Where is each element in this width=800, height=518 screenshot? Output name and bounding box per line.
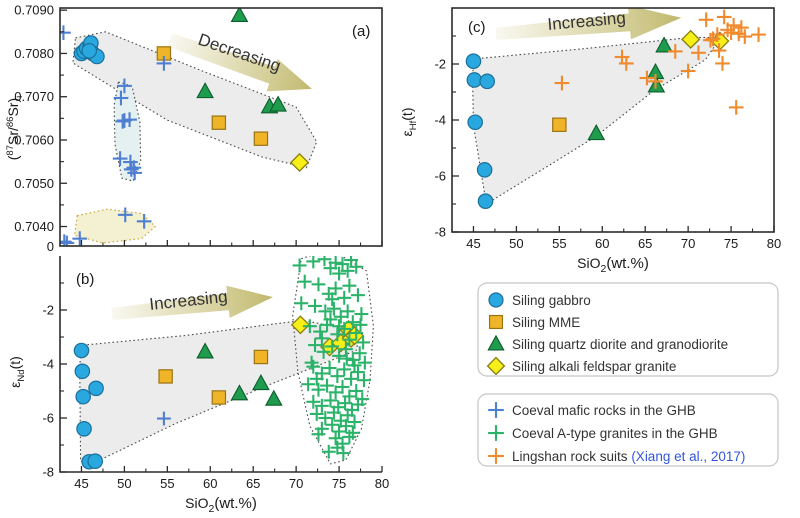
legend-item[interactable]: Siling alkali feldspar granite — [486, 356, 677, 376]
panel-c-xlabel: SiO2(wt.%) — [577, 255, 649, 275]
legend-item[interactable]: Coeval mafic rocks in the GHB — [488, 402, 696, 418]
series-siling-mme — [158, 349, 269, 405]
legend-item[interactable]: Siling quartz diorite and granodiorite — [487, 334, 728, 352]
series-siling-alkali-feldspar-granite — [681, 29, 730, 51]
series-coeval-mafic-rocks-in-the-ghb — [156, 411, 171, 426]
reference-legend-frame — [477, 393, 779, 467]
y-tick-label: 0.7090 — [14, 3, 54, 18]
svg-text:SiO2(wt.%): SiO2(wt.%) — [577, 255, 649, 275]
x-tick-label: 70 — [289, 476, 303, 491]
low-sr-field — [73, 208, 157, 244]
legend-marker-circle — [488, 292, 504, 308]
y-tick-label: -4 — [42, 357, 54, 372]
legend-marker-cross-green — [488, 425, 504, 441]
series-coeval-mafic-rocks-in-the-ghb — [60, 25, 172, 246]
axis-frame: 0.7040 0.7050 0.7060 0.7070 0.7080 0.7090 0 — [14, 3, 383, 254]
legend-marker-cross-blue — [488, 402, 504, 418]
x-tick-label: 60 — [595, 236, 609, 251]
y-tick-label: 0.7060 — [14, 132, 54, 147]
x-tick-label: 50 — [509, 236, 523, 251]
panel-a: Decreasing0.70400.70500.70600.70700.7080… — [14, 3, 383, 254]
x-tick-label: 55 — [552, 236, 566, 251]
legend-marker-cross-orange — [488, 448, 504, 464]
y-tick-label: -8 — [42, 465, 54, 480]
trend-arrow — [495, 8, 682, 40]
x-tick-label: 65 — [638, 236, 652, 251]
x-tick-label: 55 — [160, 476, 174, 491]
reference-legend: Coeval mafic rocks in the GHB Coeval A-ty… — [477, 393, 779, 467]
legend-item[interactable]: Siling gabbro — [488, 292, 591, 308]
x-tick-label: 65 — [246, 476, 260, 491]
panel-tag: (b) — [76, 271, 94, 288]
svg-text:εNd(t): εNd(t) — [7, 356, 27, 388]
legend-item-label: Coeval mafic rocks in the GHB — [512, 403, 696, 418]
legend-item[interactable]: Siling MME — [488, 314, 581, 330]
legend-marker-triangle — [487, 334, 505, 351]
y-axis-zero-label: 0 — [47, 239, 54, 254]
series-lingshan-rock-suits — [554, 9, 766, 115]
svg-text:SiO2(wt.%): SiO2(wt.%) — [185, 495, 257, 515]
series-siling-alkali-feldspar-granite — [290, 152, 310, 173]
legend-item-label: Siling quartz diorite and granodiorite — [512, 337, 728, 352]
atype-granite-field — [292, 256, 374, 465]
y-tick-label: 0.7080 — [14, 46, 54, 61]
series-siling-gabbro — [73, 342, 104, 470]
y-tick-label: -6 — [42, 411, 54, 426]
y-tick-label: -6 — [434, 169, 446, 184]
siling-legend: Siling gabbro Siling MME Siling quartz dio… — [477, 282, 779, 377]
legend-item-label: Siling MME — [512, 315, 580, 330]
y-tick-label: 0.7040 — [14, 219, 54, 234]
series-siling-gabbro — [73, 35, 105, 65]
trend-arrow — [167, 33, 312, 92]
panel-a-ylabel: (87Sr/86Sr)i — [5, 96, 25, 161]
x-tick-label: 70 — [681, 236, 695, 251]
series-siling-quartz-diorite-and-granodiorite — [196, 8, 287, 114]
x-tick-label: 75 — [724, 236, 738, 251]
trend-arrow — [111, 285, 274, 320]
y-tick-label: -4 — [434, 113, 446, 128]
svg-text:(87Sr/86Sr)i: (87Sr/86Sr)i — [5, 96, 25, 161]
x-tick-label: 80 — [375, 476, 389, 491]
legend-item-label: Lingshan rock suits (Xiang et al., 2017) — [512, 449, 745, 464]
axis-frame: 45 50 55 60 65 70 75 80 -8 -6 -4 -2 — [434, 7, 781, 251]
series-siling-quartz-diorite-and-granodiorite — [196, 342, 283, 406]
legend-item[interactable]: Coeval A-type granites in the GHB — [488, 425, 718, 441]
siling-legend-frame — [477, 282, 779, 377]
series-siling-mme — [552, 117, 567, 132]
legend-item-label: Siling alkali feldspar granite — [512, 359, 676, 374]
panel-tag: (c) — [468, 19, 486, 36]
panel-b-xlabel: SiO2(wt.%) — [185, 495, 257, 515]
legend-item-label: Siling gabbro — [512, 293, 591, 308]
legend-item[interactable]: Lingshan rock suits (Xiang et al., 2017) — [488, 448, 745, 464]
panel-tag: (a) — [352, 23, 370, 40]
y-tick-label: -8 — [434, 225, 446, 240]
legend-marker-square — [488, 314, 504, 330]
x-tick-label: 60 — [203, 476, 217, 491]
y-tick-label: 0.7070 — [14, 89, 54, 104]
y-tick-label: 0.7050 — [14, 176, 54, 191]
y-tick-label: -2 — [42, 303, 54, 318]
series-siling-gabbro — [465, 53, 496, 209]
x-tick-label: 50 — [117, 476, 131, 491]
x-tick-label: 45 — [466, 236, 480, 251]
panel-c-ylabel: εHf(t) — [399, 108, 419, 137]
series-coeval-a-type-granites-in-the-ghb — [292, 256, 372, 461]
x-tick-label: 75 — [332, 476, 346, 491]
panel-b-ylabel: εNd(t) — [7, 356, 27, 388]
svg-text:εHf(t): εHf(t) — [399, 108, 419, 137]
legend-marker-diamond — [486, 356, 506, 376]
axis-frame: 45 50 55 60 65 70 75 80 -8 -6 -4 -2 — [42, 256, 389, 491]
x-tick-label: 80 — [767, 236, 781, 251]
y-tick-label: -2 — [434, 57, 446, 72]
siling-trend-field — [472, 36, 722, 205]
legend-item-label: Coeval A-type granites in the GHB — [512, 426, 718, 441]
x-tick-label: 45 — [74, 476, 88, 491]
